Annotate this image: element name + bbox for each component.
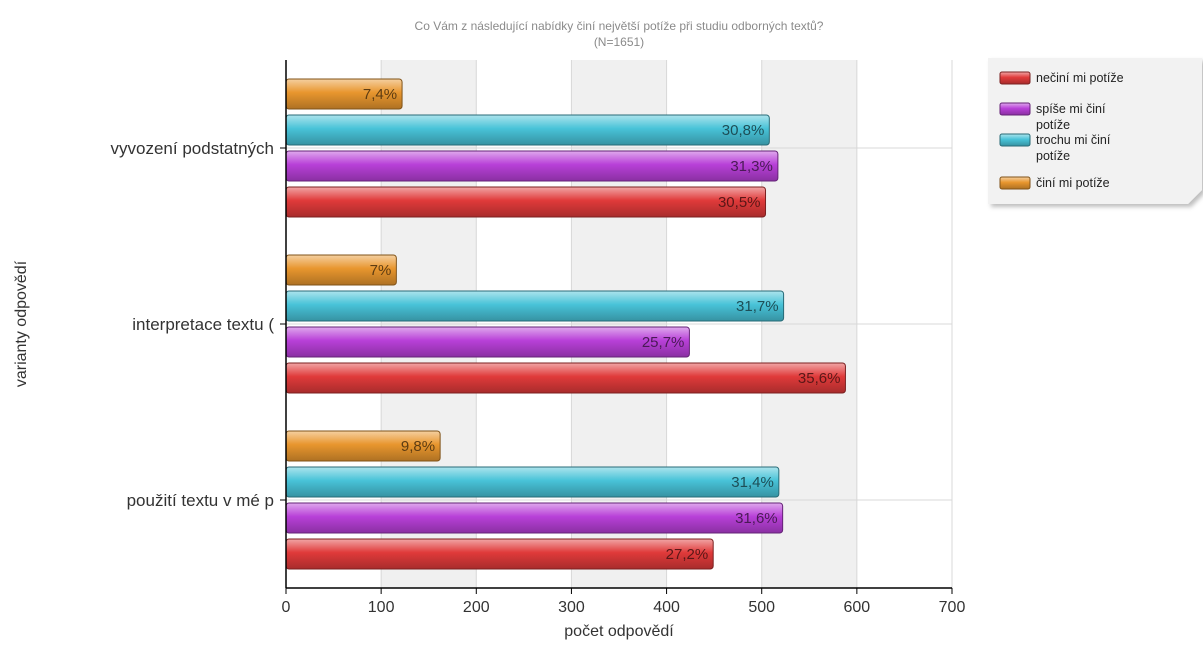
bar-spise-mi-cini-potize-interpretace-textu: 25,7% (285, 326, 690, 358)
x-tick-label: 600 (844, 599, 871, 616)
bar-value-label: 31,7% (736, 298, 779, 315)
legend-label: činí mi potíže (1036, 176, 1110, 190)
bar-value-label: 7% (370, 262, 392, 279)
x-tick-label: 0 (282, 599, 291, 616)
category-label-pouziti-textu-v-me-p: použití textu v mé p (127, 491, 274, 510)
legend-label: trochu mi činí potíže (1036, 133, 1111, 163)
x-tick-label: 400 (653, 599, 680, 616)
bar-necini-mi-potize-vyvozeni-podstatnych: 30,5% (285, 186, 767, 218)
legend-label: spíše mi činí potíže (1036, 102, 1106, 132)
bar (285, 362, 846, 394)
bar (285, 326, 690, 358)
bar-cini-mi-potize-interpretace-textu: 7% (285, 254, 397, 286)
bar (285, 502, 784, 534)
bar-value-label: 30,8% (722, 122, 765, 139)
legend-item-spise-mi-cini-potize: spíše mi činí potíže (999, 102, 1106, 132)
legend-item-cini-mi-potize: činí mi potíže (999, 176, 1110, 190)
legend-swatch (999, 176, 1031, 190)
bar-value-label: 31,4% (731, 474, 774, 491)
legend-swatch (999, 102, 1031, 116)
bar (285, 538, 714, 570)
x-tick-label: 700 (939, 599, 966, 616)
bar-value-label: 9,8% (401, 438, 435, 455)
bar (285, 150, 779, 182)
bars: 7,4% 30,8% 31,3% 30,5% 7% 31,7% 25,7% 35,6% 9,8%… (285, 78, 846, 570)
bar-value-label: 25,7% (642, 334, 685, 351)
bar-value-label: 31,3% (730, 158, 773, 175)
bar-value-label: 7,4% (363, 86, 397, 103)
bar-necini-mi-potize-interpretace-textu: 35,6% (285, 362, 846, 394)
legend-item-trochu-mi-cini-potize: trochu mi činí potíže (999, 133, 1111, 163)
x-tick-label: 500 (748, 599, 775, 616)
bar-necini-mi-potize-pouziti-textu-v-me-p: 27,2% (285, 538, 714, 570)
legend: nečiní mi potíže spíše mi činí potížetroch… (988, 58, 1202, 204)
bar-value-label: 30,5% (718, 194, 761, 211)
x-tick-label: 300 (558, 599, 585, 616)
bar (285, 186, 767, 218)
x-tick-label: 200 (463, 599, 490, 616)
category-label-interpretace-textu: interpretace textu ( (132, 315, 274, 334)
bar (285, 290, 785, 322)
legend-swatch (999, 133, 1031, 147)
titles: Co Vám z následující nabídky činí největ… (13, 19, 824, 640)
grid (286, 60, 953, 588)
category-label-vyvozeni-podstatnych: vyvození podstatných (111, 139, 274, 158)
x-axis-title: počet odpovědí (564, 623, 674, 640)
bar (285, 114, 770, 146)
chart-title: Co Vám z následující nabídky činí největ… (415, 19, 824, 33)
bar-cini-mi-potize-vyvozeni-podstatnych: 7,4% (285, 78, 403, 110)
y-axis-title: varianty odpovědí (13, 260, 30, 387)
bar-value-label: 31,6% (735, 510, 778, 527)
bar-spise-mi-cini-potize-pouziti-textu-v-me-p: 31,6% (285, 502, 784, 534)
legend-swatch (999, 71, 1031, 85)
chart-subtitle: (N=1651) (594, 35, 644, 49)
bar-value-label: 35,6% (798, 370, 841, 387)
ticks: 0 100 200 300 400 500 600 700 vyvození podstatný… (111, 139, 966, 616)
legend-item-necini-mi-potize: nečiní mi potíže (999, 71, 1124, 85)
bar-trochu-mi-cini-potize-vyvozeni-podstatnych: 30,8% (285, 114, 770, 146)
bar-trochu-mi-cini-potize-pouziti-textu-v-me-p: 31,4% (285, 466, 780, 498)
legend-box (988, 58, 1202, 204)
legend-label: nečiní mi potíže (1036, 71, 1124, 85)
bar-spise-mi-cini-potize-vyvozeni-podstatnych: 31,3% (285, 150, 779, 182)
bar (285, 466, 780, 498)
bar-value-label: 27,2% (666, 546, 709, 563)
bar-trochu-mi-cini-potize-interpretace-textu: 31,7% (285, 290, 785, 322)
bar-cini-mi-potize-pouziti-textu-v-me-p: 9,8% (285, 430, 441, 462)
x-tick-label: 100 (368, 599, 395, 616)
